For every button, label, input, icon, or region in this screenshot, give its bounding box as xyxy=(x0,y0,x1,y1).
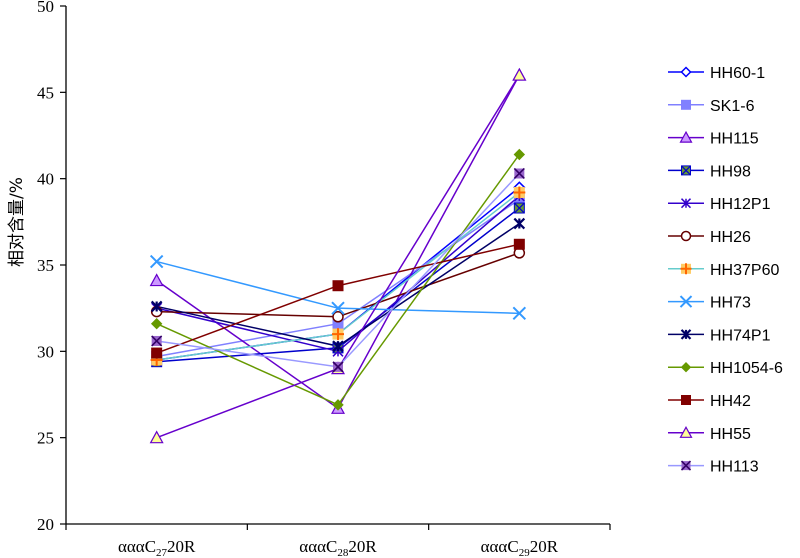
x-tick-label: αααC2820R xyxy=(299,537,377,558)
x-tick-label-prefix: ααα xyxy=(481,537,508,556)
x-tick-label-sub: 29 xyxy=(519,547,531,558)
x-tick-label-main: C xyxy=(507,537,518,556)
series-markers-HH1054-6 xyxy=(150,148,526,411)
y-axis-label: 相对含量/% xyxy=(7,177,27,267)
data-point xyxy=(512,67,527,81)
legend-item: HH1054-6 xyxy=(668,360,783,377)
x-tick-label-suffix: 20R xyxy=(530,537,559,556)
data-point xyxy=(151,335,163,347)
legend-item: HH73 xyxy=(668,295,751,312)
data-point xyxy=(332,280,344,292)
data-point xyxy=(681,99,691,110)
series-markers-HH74P1 xyxy=(150,217,526,352)
y-tick-label: 45 xyxy=(37,83,54,102)
legend-item: HH113 xyxy=(668,459,759,476)
data-point xyxy=(332,361,344,373)
legend-label: SK1-6 xyxy=(710,98,755,115)
legend-label: HH12P1 xyxy=(710,196,771,213)
data-point xyxy=(332,328,344,341)
series-markers-HH113 xyxy=(151,167,525,373)
x-tick-label-suffix: 20R xyxy=(167,537,196,556)
data-point xyxy=(513,202,525,214)
data-point xyxy=(513,238,525,250)
data-point xyxy=(680,198,692,209)
legend-label: HH115 xyxy=(710,131,759,148)
legend-item: HH74P1 xyxy=(668,327,771,344)
data-point xyxy=(150,317,163,330)
series-markers-HH37P60 xyxy=(150,186,526,366)
data-point xyxy=(680,361,692,373)
data-point xyxy=(680,66,692,78)
x-tick-label-sub: 27 xyxy=(156,547,168,558)
x-tick-label-main: C xyxy=(145,537,156,556)
legend-item: HH60-1 xyxy=(668,65,765,82)
legend-label: HH60-1 xyxy=(710,65,765,82)
data-point xyxy=(151,347,163,359)
legend-label: HH98 xyxy=(710,163,751,180)
data-point xyxy=(680,460,692,471)
legend-label: HH73 xyxy=(710,295,751,312)
series-markers-HH42 xyxy=(151,238,525,359)
legend-item: HH115 xyxy=(668,131,759,148)
chart-legend: HH60-1 SK1-6 HH115 HH98 HH12P1 HH26 HH37P60 HH7… xyxy=(668,65,783,476)
legend-label: HH74P1 xyxy=(710,327,771,344)
data-point xyxy=(680,230,692,242)
data-point xyxy=(150,300,163,313)
data-point xyxy=(681,395,691,405)
legend-label: HH37P60 xyxy=(710,262,779,279)
x-tick-label-main: C xyxy=(326,537,337,556)
legend-item: HH37P60 xyxy=(668,262,779,279)
data-point xyxy=(513,217,526,230)
legend-item: SK1-6 xyxy=(668,98,755,115)
chart-axes xyxy=(65,6,610,525)
data-point xyxy=(149,273,164,287)
data-point xyxy=(679,426,693,438)
y-tick-label: 35 xyxy=(37,256,54,275)
y-tick-label: 20 xyxy=(37,515,54,534)
data-point xyxy=(680,329,692,340)
legend-label: HH55 xyxy=(710,426,751,443)
x-tick-label-prefix: ααα xyxy=(118,537,145,556)
data-point xyxy=(332,311,344,323)
y-tick-label: 40 xyxy=(37,170,54,189)
y-tick-label: 30 xyxy=(37,342,54,361)
data-point xyxy=(680,263,692,275)
series-markers-HH73 xyxy=(149,254,527,321)
data-point xyxy=(512,306,527,321)
x-tick-label: αααC2720R xyxy=(118,537,196,558)
data-point xyxy=(149,430,164,444)
data-point xyxy=(679,295,693,308)
data-point xyxy=(679,130,693,143)
legend-label: HH113 xyxy=(710,459,759,476)
legend-label: HH26 xyxy=(710,229,751,246)
x-tick-label: αααC2920R xyxy=(481,537,559,558)
y-tick-label: 50 xyxy=(37,0,54,16)
data-point xyxy=(513,167,525,180)
legend-item: HH55 xyxy=(668,426,751,443)
data-point xyxy=(331,301,345,315)
legend-item: HH98 xyxy=(668,163,751,180)
data-point xyxy=(681,165,691,176)
legend-item: HH42 xyxy=(668,393,751,410)
legend-item: HH26 xyxy=(668,229,751,246)
data-point xyxy=(332,340,344,352)
legend-item: HH12P1 xyxy=(668,196,771,213)
data-point xyxy=(513,148,526,161)
data-point xyxy=(332,399,344,411)
legend-label: HH42 xyxy=(710,393,751,410)
legend-label: HH1054-6 xyxy=(710,360,783,377)
x-tick-label-suffix: 20R xyxy=(348,537,377,556)
y-tick-label: 25 xyxy=(37,429,54,448)
chart-series xyxy=(149,67,527,444)
x-tick-label-sub: 28 xyxy=(337,547,349,558)
x-tick-label-prefix: ααα xyxy=(299,537,326,556)
data-point xyxy=(513,186,526,199)
data-point xyxy=(149,254,164,269)
